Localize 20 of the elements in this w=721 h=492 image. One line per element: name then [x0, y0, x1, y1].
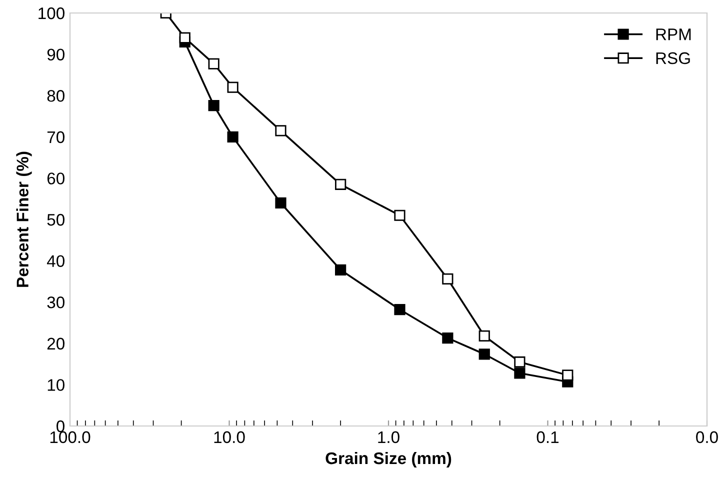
y-tick-label: 50: [47, 214, 64, 226]
y-tick-label: 20: [47, 338, 64, 350]
y-tick-label: 90: [47, 48, 64, 61]
y-tick-label: 80: [47, 90, 64, 102]
legend-label: RSG: [656, 52, 690, 64]
y-tick-label: 10: [48, 379, 64, 391]
y-tick-label: 0: [56, 420, 64, 432]
x-axis-title: Grain Size (mm): [326, 452, 452, 468]
x-tick-label: 100.0: [50, 431, 90, 444]
x-tick-label: 0.1: [536, 431, 559, 444]
y-tick-label: 40: [46, 255, 64, 268]
x-tick-label: 0.0: [696, 431, 718, 444]
y-axis-title: Percent Finer (%): [16, 152, 32, 287]
y-tick-label: 100: [38, 7, 64, 20]
x-tick-label: 1.0: [378, 431, 400, 444]
x-tick-label: 10.0: [214, 431, 245, 444]
y-tick-label: 70: [47, 131, 64, 144]
y-tick-label: 60: [47, 172, 64, 184]
legend-label: RPM: [656, 28, 691, 40]
y-tick-label: 30: [47, 296, 64, 308]
